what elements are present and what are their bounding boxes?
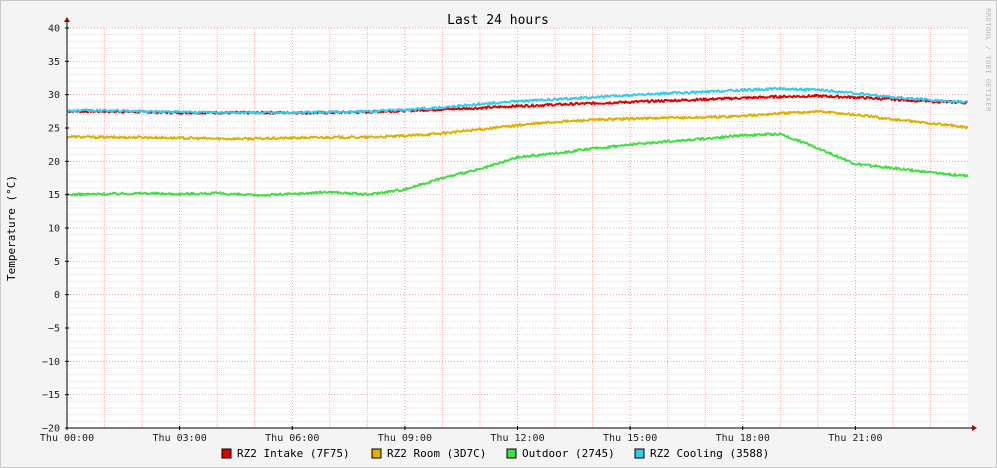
legend-label: Outdoor (2745) xyxy=(522,447,615,460)
y-tick-label: −15 xyxy=(42,390,60,401)
x-tick-labels: Thu 00:00 Thu 03:00 Thu 06:00 Thu 09:00 Thu … xyxy=(40,433,883,444)
y-tick-label: 30 xyxy=(48,90,60,101)
y-tick-label: 40 xyxy=(48,24,60,35)
x-tick-label: Thu 06:00 xyxy=(265,433,319,444)
watermark: RRDTOOL / TOBI OETIKER xyxy=(984,8,992,112)
y-tick-label: −5 xyxy=(48,324,60,335)
legend-label: RZ2 Cooling (3588) xyxy=(650,447,769,460)
axes xyxy=(64,17,977,431)
x-tick-label: Thu 15:00 xyxy=(603,433,657,444)
y-tick-label: −20 xyxy=(42,424,60,435)
x-tick-label: Thu 21:00 xyxy=(828,433,882,444)
y-axis-arrow xyxy=(64,17,70,22)
y-tick-label: 35 xyxy=(48,57,60,68)
legend-swatch xyxy=(506,448,517,459)
y-tick-label: 15 xyxy=(48,190,60,201)
series-line xyxy=(66,132,969,198)
x-tick-label: Thu 00:00 xyxy=(40,433,94,444)
y-axis-label: Temperature (°C) xyxy=(5,175,18,281)
y-tick-label: 25 xyxy=(48,124,60,135)
chart-title: Last 24 hours xyxy=(447,13,549,28)
legend-swatch xyxy=(634,448,645,459)
legend-swatch xyxy=(221,448,232,459)
grid xyxy=(66,27,968,429)
series-lines xyxy=(66,86,969,198)
y-tick-label: 0 xyxy=(54,290,60,301)
y-tick-label: 10 xyxy=(48,224,60,235)
y-tick-labels: 40 35 30 25 20 15 10 5 0 −5 −10 −15 −20 xyxy=(42,24,60,435)
y-tick-label: −10 xyxy=(42,357,60,368)
x-tick-label: Thu 09:00 xyxy=(378,433,432,444)
legend: RZ2 Intake (7F75) RZ2 Room (3D7C) Outdoor … xyxy=(221,447,769,460)
x-axis-arrow xyxy=(972,425,977,431)
legend-label: RZ2 Room (3D7C) xyxy=(387,447,486,460)
x-tick-label: Thu 18:00 xyxy=(716,433,770,444)
legend-label: RZ2 Intake (7F75) xyxy=(237,447,350,460)
legend-swatch xyxy=(371,448,382,459)
x-tick-label: Thu 12:00 xyxy=(490,433,544,444)
y-tick-label: 5 xyxy=(54,257,60,268)
series-line xyxy=(66,86,969,115)
x-tick-label: Thu 03:00 xyxy=(153,433,207,444)
y-tick-label: 20 xyxy=(48,157,60,168)
series-line xyxy=(66,109,969,141)
